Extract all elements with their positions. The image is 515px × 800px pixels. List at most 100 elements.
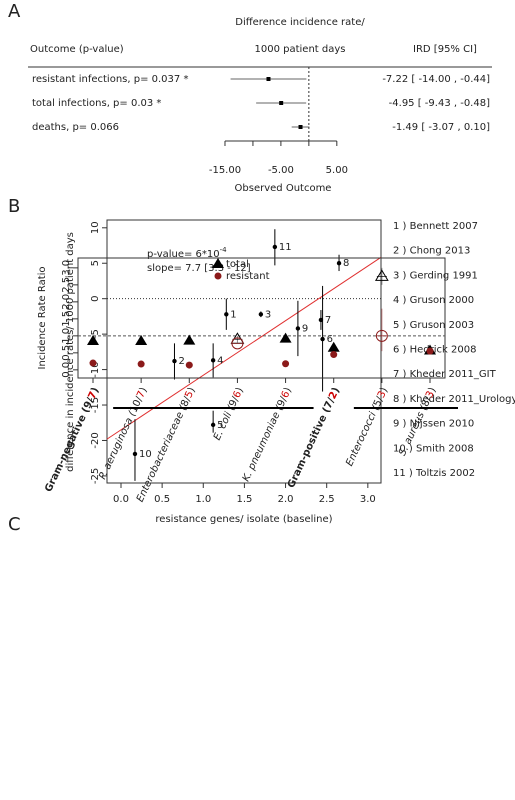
y-tick-label: 0.0 <box>61 362 72 378</box>
marker <box>135 334 148 345</box>
label-part: 5 <box>183 389 196 399</box>
label-part: 6 <box>280 389 293 399</box>
study-label: 10 ) Smith 2008 <box>393 443 474 454</box>
label-part: / <box>375 395 387 403</box>
y-tick-label: -10 <box>90 361 101 377</box>
point <box>224 312 229 317</box>
column-header: IRD [95% CI] <box>413 44 477 55</box>
y-tick-label: -15 <box>90 397 101 413</box>
marker <box>330 351 338 359</box>
point <box>210 422 216 428</box>
y-tick-label: 1.5 <box>61 311 72 327</box>
label-part: ) <box>282 386 294 394</box>
x-tick-label: 0.0 <box>113 494 129 505</box>
study-label: 2 ) Chong 2013 <box>393 246 470 257</box>
x-tick-label: 1.5 <box>236 494 252 505</box>
marker <box>89 359 97 367</box>
title: 1000 patient days <box>255 44 346 55</box>
y-tick-label: 10 <box>90 221 101 234</box>
point <box>295 326 301 331</box>
point-label: 2 <box>178 356 184 367</box>
plot-frame <box>77 257 446 379</box>
point-label: 8 <box>343 258 349 269</box>
point-label: 3 <box>265 309 271 320</box>
study-label: 4 ) Gruson 2000 <box>393 295 474 306</box>
annotation: p-value= 6*10-4 <box>147 246 227 260</box>
x-tick-label: 1.0 <box>195 494 211 505</box>
x-axis-label: Observed Outcome <box>235 183 332 194</box>
study-label: 5 ) Gruson 2003 <box>393 320 474 331</box>
x-tick-label: E. coli (9/6) <box>212 386 246 442</box>
title: Difference incidence rate/ <box>235 17 365 28</box>
legend-label: total <box>226 259 249 270</box>
panel-label: A <box>8 1 21 22</box>
y-tick-label: -5 <box>90 329 101 339</box>
x-axis-label: resistance genes/ isolate (baseline) <box>155 514 332 525</box>
marker <box>185 361 193 369</box>
y-tick-label: -20 <box>90 432 101 448</box>
label-part: ) <box>90 386 102 395</box>
point-label: 11 <box>279 242 292 253</box>
study-label: 3 ) Gerding 1991 <box>393 270 478 281</box>
label-part: / <box>230 395 242 403</box>
point-label: 1 <box>230 309 236 320</box>
label-part: Gram-positive ( <box>286 406 333 490</box>
x-tick-label: 3.0 <box>360 494 376 505</box>
point-label: 7 <box>325 315 331 326</box>
label-part: 7 <box>323 400 336 411</box>
x-tick-label: Enterobacteriaceae (8/5) <box>135 386 198 504</box>
row-estimate: -4.95 [ -9.43 , -0.48] <box>389 98 490 109</box>
x-tick-label: Gram-positive (7/2) <box>286 386 342 490</box>
x-tick-label: 0.5 <box>154 494 170 505</box>
y-tick-label: -25 <box>90 468 101 484</box>
y-axis-label: Incidence Rate Ratio <box>37 266 48 369</box>
label-part: 7 <box>135 389 148 399</box>
study-label: 8 ) Kheder 2011_Urology <box>393 394 515 405</box>
annotation-exponent: -4 <box>220 246 228 254</box>
label-part: ) <box>138 386 150 394</box>
label-part: / <box>326 396 338 404</box>
marker <box>282 360 290 368</box>
label-part: P. aeruginosa ( <box>97 409 139 481</box>
label-part: 7 <box>87 390 100 401</box>
marker <box>231 337 244 350</box>
column-header: Outcome (p-value) <box>30 44 124 55</box>
row-label: resistant infections, p= 0.037 * <box>32 74 188 85</box>
label-part: 6 <box>232 389 245 399</box>
label-part: 8 <box>179 398 192 408</box>
point <box>172 358 177 364</box>
point <box>318 317 324 323</box>
y-tick-label: 2.5 <box>61 277 72 293</box>
point <box>132 451 138 457</box>
label-part: / <box>134 395 146 403</box>
label-part: 2 <box>327 390 340 401</box>
annotation-text: p-value= 6*10 <box>147 249 220 260</box>
label-part: / <box>85 396 97 404</box>
annotation: slope= 7.7 [3.3 - 12] <box>147 263 251 274</box>
label-part: / <box>278 395 290 403</box>
point <box>258 312 264 317</box>
legend-label: resistant <box>226 271 270 282</box>
label-part: 9 <box>276 398 289 408</box>
row-estimate: -7.22 [ -14.00 , -0.44] <box>382 74 490 85</box>
point <box>279 101 284 105</box>
marker <box>375 329 388 342</box>
row-label: deaths, p= 0.066 <box>32 122 119 133</box>
label-part: Enterococci ( <box>344 403 382 468</box>
study-label: 1 ) Bennett 2007 <box>393 221 478 232</box>
point-label: 10 <box>139 449 152 460</box>
point-label: 5 <box>217 420 223 431</box>
y-tick-label: 3.0 <box>61 260 72 276</box>
marker <box>212 258 224 268</box>
marker <box>426 347 434 355</box>
x-tick-label: -15.00 <box>209 165 241 176</box>
label-part: 3 <box>376 389 389 399</box>
y-tick-label: 2.0 <box>61 294 72 310</box>
label-part: ) <box>186 386 198 394</box>
y-axis-label: difference in incidence rates/ 1000 pati… <box>65 232 76 472</box>
y-tick-label: 0.5 <box>61 345 72 361</box>
point-label: 4 <box>217 355 223 366</box>
marker <box>87 334 99 345</box>
point <box>336 261 342 266</box>
